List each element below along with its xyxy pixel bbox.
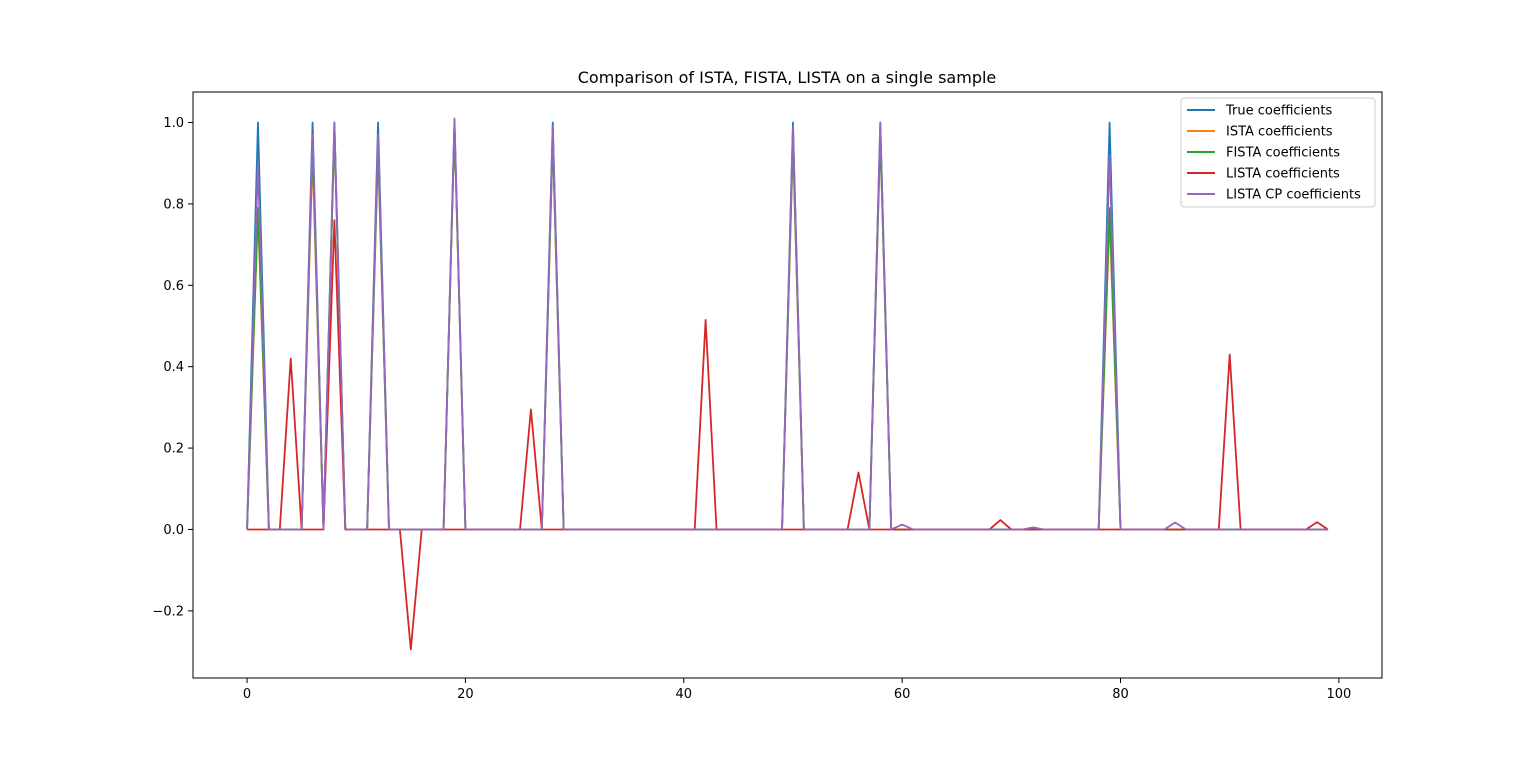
legend-label: FISTA coefficients: [1226, 146, 1340, 161]
legend-label: LISTA CP coefficients: [1226, 188, 1361, 203]
x-tick-label: 100: [1326, 687, 1351, 702]
y-tick-label: 1.0: [163, 116, 184, 131]
x-tick-label: 60: [894, 687, 911, 702]
legend-label: ISTA coefficients: [1226, 125, 1333, 140]
y-tick-label: 0.4: [163, 360, 184, 375]
y-tick-label: 0.0: [163, 523, 184, 538]
x-tick-label: 0: [243, 687, 251, 702]
legend-label: True coefficients: [1225, 104, 1333, 119]
series-layer: [246, 117, 1329, 651]
axes-layer: 0 20 40 60 80 100 −0.2 0.0 0.2 0.4 0.6 0.8 1.0: [152, 91, 1383, 702]
x-tick-label: 20: [457, 687, 474, 702]
y-tick-label: 0.2: [163, 442, 184, 457]
legend-box: [1180, 97, 1376, 208]
legend-label: LISTA coefficients: [1226, 167, 1340, 182]
series-line-4: [246, 117, 1328, 531]
legend: True coefficients ISTA coefficients FISTA …: [1180, 97, 1376, 208]
x-tick-label: 80: [1112, 687, 1129, 702]
y-tick-label: 0.6: [163, 279, 184, 294]
y-tick-label: −0.2: [152, 604, 184, 619]
plot-frame: [192, 91, 1383, 679]
chart-title: Comparison of ISTA, FISTA, LISTA on a si…: [578, 68, 997, 87]
x-tick-label: 40: [676, 687, 693, 702]
y-tick-label: 0.8: [163, 197, 184, 212]
